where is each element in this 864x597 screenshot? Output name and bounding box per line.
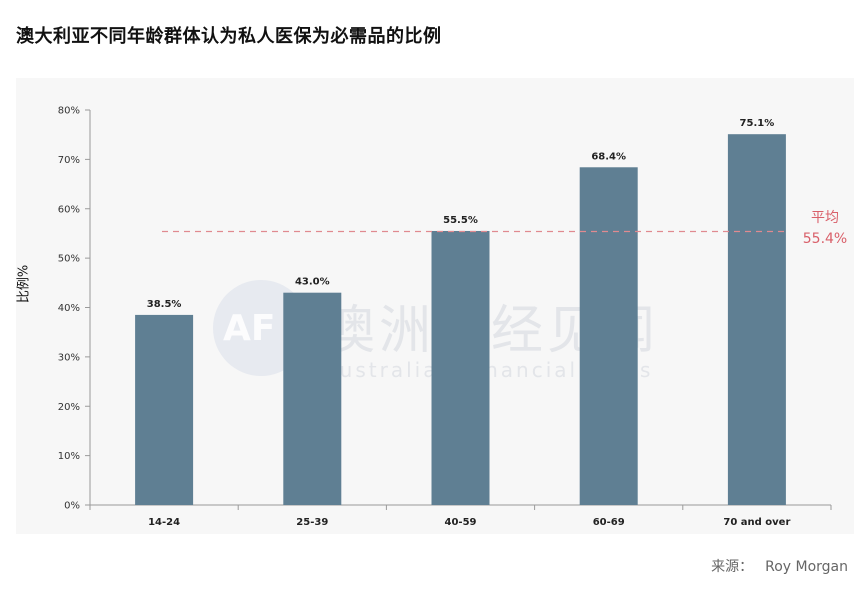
bar bbox=[431, 230, 490, 505]
bar-chart: 0% 10% 20% 30% 40% 50% 60% 70% 80% 38.5% 14-24 43.0… bbox=[58, 106, 832, 528]
chart-title: 澳大利亚不同年龄群体认为私人医保为必需品的比例 bbox=[16, 26, 442, 47]
x-tick-label: 70 and over bbox=[723, 517, 790, 528]
y-tick-label: 10% bbox=[58, 451, 80, 462]
data-label: 75.1% bbox=[740, 118, 775, 129]
source-value: Roy Morgan bbox=[765, 559, 848, 575]
y-tick-label: 80% bbox=[58, 106, 80, 117]
y-tick-label: 0% bbox=[64, 501, 80, 512]
bar bbox=[283, 292, 342, 505]
y-tick-label: 50% bbox=[58, 254, 80, 265]
average-annotation: 平均 55.4% bbox=[795, 208, 855, 250]
y-tick-label: 70% bbox=[58, 155, 80, 166]
average-label: 平均 bbox=[811, 210, 839, 226]
x-tick-label: 25-39 bbox=[296, 517, 328, 528]
source-label: 来源： bbox=[711, 559, 754, 575]
y-tick-label: 20% bbox=[58, 402, 80, 413]
x-tick-label: 40-59 bbox=[445, 517, 477, 528]
data-label: 55.5% bbox=[443, 215, 478, 226]
source-note: 来源： Roy Morgan bbox=[711, 556, 848, 576]
bar bbox=[727, 134, 786, 505]
x-tick-label: 14-24 bbox=[148, 517, 180, 528]
data-label: 68.4% bbox=[591, 151, 626, 162]
average-value: 55.4% bbox=[802, 231, 848, 247]
bar bbox=[579, 167, 638, 505]
x-tick-label: 60-69 bbox=[593, 517, 625, 528]
y-tick-label: 60% bbox=[58, 204, 80, 215]
y-tick-label: 40% bbox=[58, 303, 80, 314]
bar bbox=[135, 314, 194, 505]
data-label: 38.5% bbox=[147, 299, 182, 310]
y-axis-label: 比例% bbox=[16, 264, 32, 304]
data-label: 43.0% bbox=[295, 277, 330, 288]
y-tick-label: 30% bbox=[58, 352, 80, 363]
